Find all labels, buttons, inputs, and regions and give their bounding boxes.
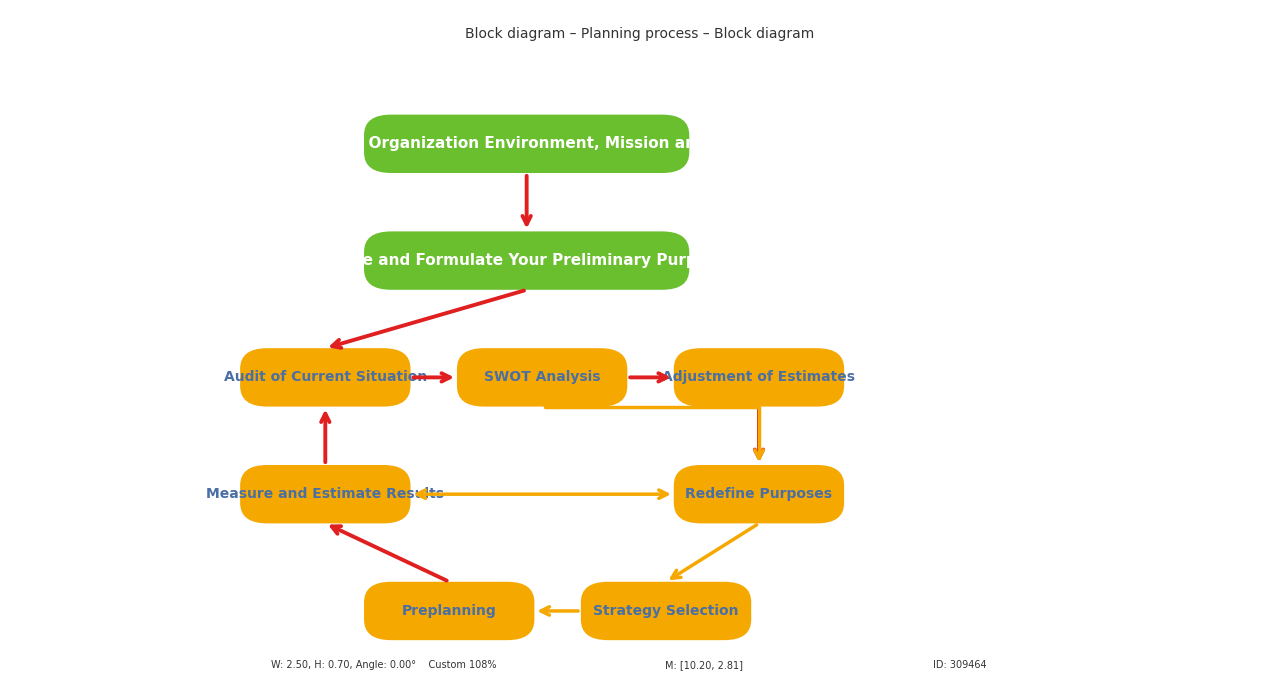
Text: Understand Organization Environment, Mission and Purposes: Understand Organization Environment, Mis… bbox=[262, 136, 791, 151]
FancyBboxPatch shape bbox=[241, 348, 411, 407]
FancyBboxPatch shape bbox=[581, 582, 751, 640]
FancyBboxPatch shape bbox=[673, 465, 845, 524]
FancyBboxPatch shape bbox=[364, 232, 689, 290]
Text: SWOT Analysis: SWOT Analysis bbox=[484, 370, 600, 384]
Text: Redefine Purposes: Redefine Purposes bbox=[686, 487, 832, 501]
Text: W: 2.50, H: 0.70, Angle: 0.00°    Custom 108%: W: 2.50, H: 0.70, Angle: 0.00° Custom 10… bbox=[271, 661, 497, 670]
Text: ID: 309464: ID: 309464 bbox=[933, 661, 987, 670]
FancyBboxPatch shape bbox=[457, 348, 627, 407]
Text: Measure and Estimate Results: Measure and Estimate Results bbox=[206, 487, 444, 501]
FancyBboxPatch shape bbox=[673, 348, 845, 407]
Text: Adjustment of Estimates: Adjustment of Estimates bbox=[663, 370, 855, 384]
Text: Audit of Current Situation: Audit of Current Situation bbox=[224, 370, 428, 384]
FancyBboxPatch shape bbox=[364, 582, 535, 640]
Text: Define and Formulate Your Preliminary Purposes: Define and Formulate Your Preliminary Pu… bbox=[317, 253, 736, 268]
FancyBboxPatch shape bbox=[241, 465, 411, 524]
FancyBboxPatch shape bbox=[364, 115, 689, 173]
Text: M: [10.20, 2.81]: M: [10.20, 2.81] bbox=[666, 661, 742, 670]
Text: Block diagram – Planning process – Block diagram: Block diagram – Planning process – Block… bbox=[466, 27, 814, 41]
Text: Preplanning: Preplanning bbox=[402, 604, 497, 618]
Text: Strategy Selection: Strategy Selection bbox=[594, 604, 739, 618]
